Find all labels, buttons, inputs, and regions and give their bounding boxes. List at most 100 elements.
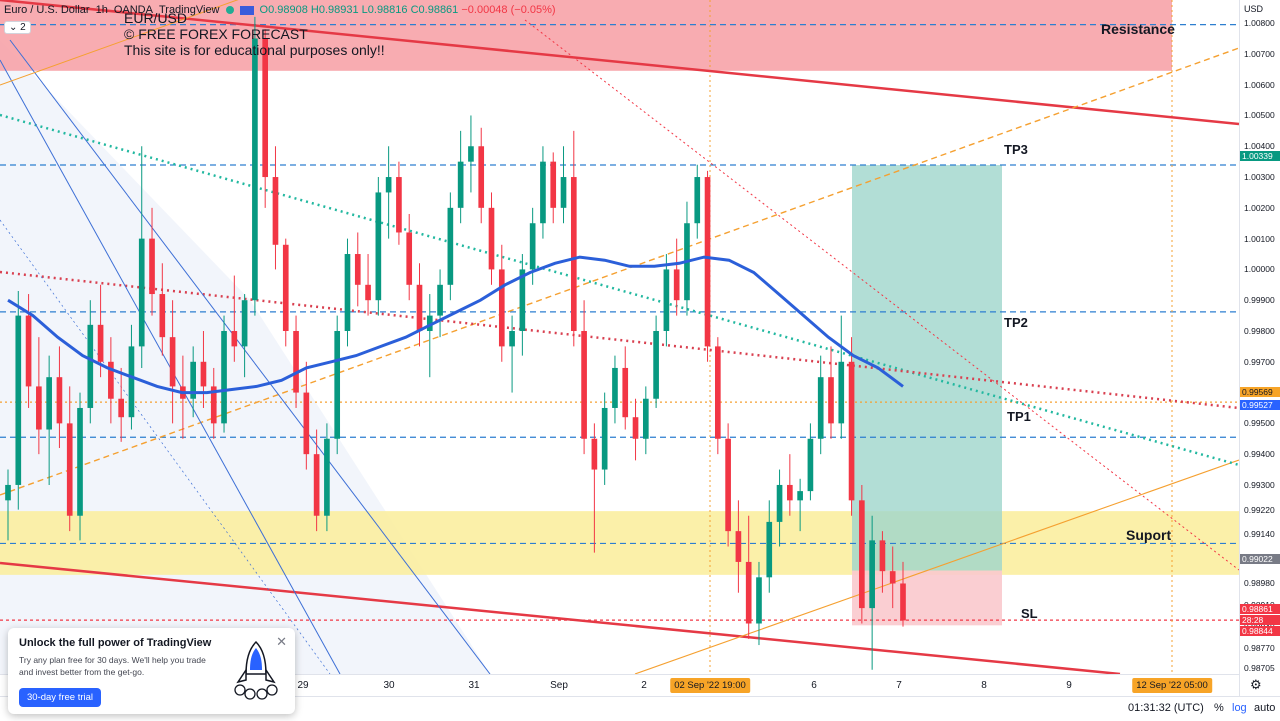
- price-tick: 0.98705: [1244, 663, 1275, 674]
- chart-header: Euro / U.S. Dollar 1h OANDA TradingView …: [4, 4, 556, 16]
- candle-body: [498, 269, 505, 347]
- candle-body: [118, 398, 124, 418]
- candle-body: [344, 254, 351, 331]
- candle-body: [900, 583, 906, 621]
- candle-body: [375, 192, 382, 301]
- candle-body: [776, 484, 783, 522]
- log-toggle[interactable]: log: [1232, 702, 1247, 714]
- tp3-price-tag: 1.00339: [1240, 151, 1280, 161]
- candle-body: [694, 177, 701, 224]
- stop-loss-zone: [852, 570, 1002, 626]
- auto-toggle[interactable]: auto: [1254, 702, 1276, 714]
- status-bar: 01:31:32 (UTC) % log auto: [0, 696, 1280, 721]
- candle-body: [601, 407, 608, 470]
- price-tick: 0.99300: [1244, 479, 1275, 490]
- candle-body: [828, 377, 834, 424]
- price-chart[interactable]: [0, 0, 1239, 674]
- price-tick: 1.00500: [1244, 110, 1275, 121]
- settings-gear-icon[interactable]: ⚙: [1250, 677, 1262, 692]
- candle-body: [540, 161, 546, 224]
- candle-body: [241, 300, 248, 347]
- countdown-tag: 28:28: [1240, 615, 1280, 625]
- price-tick: 0.99700: [1244, 356, 1275, 367]
- candle-body: [509, 330, 515, 347]
- candle-body: [725, 438, 731, 532]
- flag-icon: [239, 5, 254, 15]
- candle-body: [416, 284, 423, 331]
- price-tick: 0.99220: [1244, 504, 1275, 515]
- watermark-line-3: This site is for educational purposes on…: [124, 42, 385, 58]
- candle-body: [879, 540, 886, 572]
- price-tick: 1.00800: [1244, 18, 1275, 29]
- ohlc-values: O0.98908 H0.98931 L0.98816 C0.98861 −0.0…: [259, 4, 556, 16]
- candle-body: [293, 330, 299, 393]
- future-time-tag: 12 Sep '22 05:00: [1132, 678, 1212, 693]
- candle-body: [622, 367, 629, 418]
- crosshair-time-tag: 02 Sep '22 19:00: [670, 678, 750, 693]
- promo-body: Try any plan free for 30 days. We'll hel…: [19, 655, 206, 677]
- candle-body: [87, 324, 94, 408]
- candle-body: [77, 407, 83, 516]
- candle-body: [169, 337, 176, 387]
- price-tick: 0.99800: [1244, 325, 1275, 336]
- candle-body: [149, 238, 155, 295]
- candle-body: [468, 146, 474, 162]
- tp1-label: TP1: [1007, 409, 1031, 424]
- time-tick: 29: [297, 680, 309, 691]
- resistance-label: Resistance: [1101, 21, 1175, 37]
- sl-label: SL: [1021, 606, 1038, 621]
- candle-body: [591, 438, 598, 470]
- candle-body: [714, 346, 721, 439]
- candle-body: [889, 571, 896, 584]
- candle-body: [303, 392, 310, 455]
- candle-body: [159, 294, 166, 338]
- candle-body: [797, 491, 803, 501]
- candle-body: [272, 177, 279, 245]
- clock: 01:31:32 (UTC): [1128, 702, 1204, 714]
- time-tick: 2: [641, 680, 647, 691]
- price-tick: 0.99500: [1244, 418, 1275, 429]
- candle-body: [108, 361, 114, 399]
- symbol-name[interactable]: Euro / U.S. Dollar: [4, 4, 90, 16]
- price-axis[interactable]: USD 1.00800 1.00700 1.00600 1.00500 1.00400 1…: [1239, 0, 1280, 696]
- candle-body: [354, 254, 361, 285]
- candle-body: [807, 438, 814, 492]
- indicator-toggle[interactable]: ⌄ 2: [4, 21, 31, 34]
- candle-body: [426, 315, 433, 331]
- candle-body: [653, 330, 659, 399]
- percent-toggle[interactable]: %: [1214, 702, 1224, 714]
- sl-price-tag: 0.98844: [1240, 626, 1280, 636]
- price-tick: 0.99400: [1244, 449, 1275, 460]
- candle-body: [210, 386, 217, 424]
- close-icon[interactable]: ✕: [276, 634, 287, 649]
- candle-body: [282, 244, 289, 331]
- candle-body: [519, 269, 526, 331]
- candle-body: [787, 484, 793, 501]
- candle-body: [817, 377, 824, 439]
- price-tick: 0.99900: [1244, 295, 1275, 306]
- time-tick: 7: [896, 680, 902, 691]
- blue-channel-dotted: [0, 219, 331, 674]
- time-tick: 9: [1066, 680, 1072, 691]
- candle-body: [365, 284, 371, 301]
- candle-body: [385, 177, 392, 193]
- candle-body: [97, 324, 104, 362]
- candle-body: [221, 330, 227, 424]
- time-axis[interactable]: 29 30 31 Sep 2 6 7 8 9 02 Sep '22 19:00 …: [0, 674, 1239, 697]
- candle-body: [437, 284, 443, 316]
- time-tick: Sep: [550, 680, 568, 691]
- price-tick: 1.00700: [1244, 48, 1275, 59]
- interval-label[interactable]: 1h: [95, 4, 108, 16]
- candle-body: [478, 146, 485, 208]
- candle-body: [200, 361, 207, 387]
- price-tick: 1.00600: [1244, 79, 1275, 90]
- candle-body: [190, 361, 197, 399]
- currency-button[interactable]: USD: [1244, 4, 1264, 14]
- candle-body: [735, 531, 742, 562]
- free-trial-button[interactable]: 30-day free trial: [19, 688, 102, 707]
- time-tick: 30: [383, 680, 395, 691]
- red-thin-dotted-trendline: [524, 19, 1239, 571]
- candle-body: [457, 161, 464, 208]
- candle-body: [766, 521, 773, 578]
